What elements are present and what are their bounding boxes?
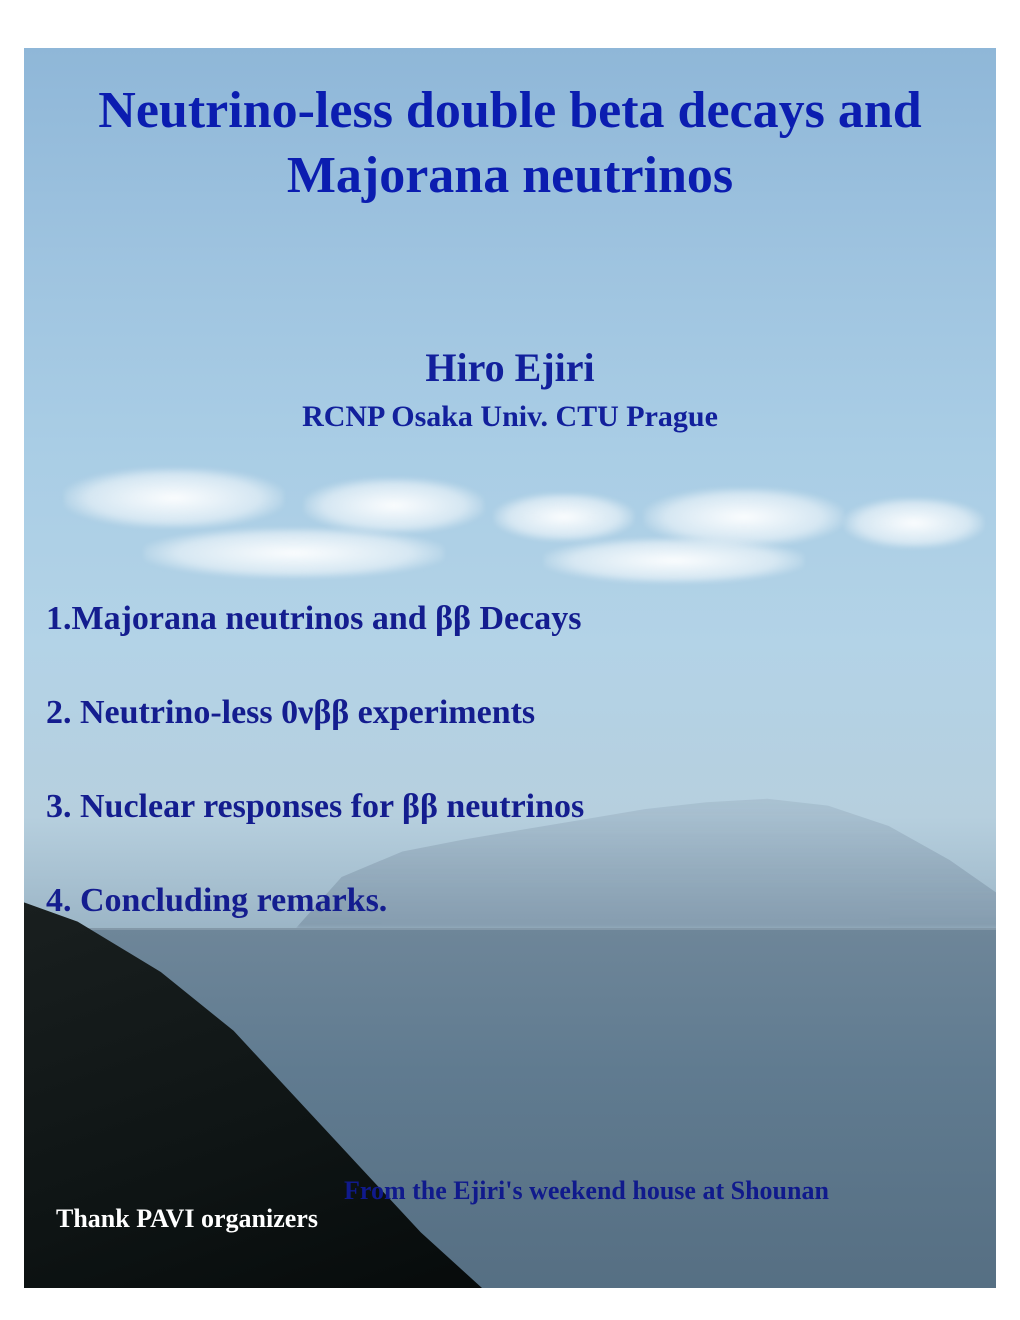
- cloud: [494, 493, 634, 541]
- title-line-1: Neutrino-less double beta decays and: [24, 78, 996, 143]
- title-line-2: Majorana neutrinos: [24, 143, 996, 208]
- cloud: [144, 528, 444, 578]
- cloud: [844, 498, 984, 548]
- photo-caption: From the Ejiri's weekend house at Shouna…: [344, 1176, 829, 1206]
- cloud: [64, 468, 284, 528]
- slide: Neutrino-less double beta decays and Maj…: [24, 48, 996, 1288]
- slide-title: Neutrino-less double beta decays and Maj…: [24, 78, 996, 208]
- outline-item: 1.Majorana neutrinos and ββ Decays: [46, 600, 581, 638]
- outline-item: 4. Concluding remarks.: [46, 882, 387, 920]
- cloud: [544, 538, 804, 583]
- thanks-text: Thank PAVI organizers: [56, 1204, 318, 1234]
- author-affiliation: RCNP Osaka Univ. CTU Prague: [24, 400, 996, 434]
- author-name: Hiro Ejiri: [24, 344, 996, 391]
- cloud: [304, 478, 484, 533]
- page: Neutrino-less double beta decays and Maj…: [0, 0, 1020, 1320]
- outline-item: 2. Neutrino-less 0νββ experiments: [46, 694, 535, 732]
- outline-item: 3. Nuclear responses for ββ neutrinos: [46, 788, 584, 826]
